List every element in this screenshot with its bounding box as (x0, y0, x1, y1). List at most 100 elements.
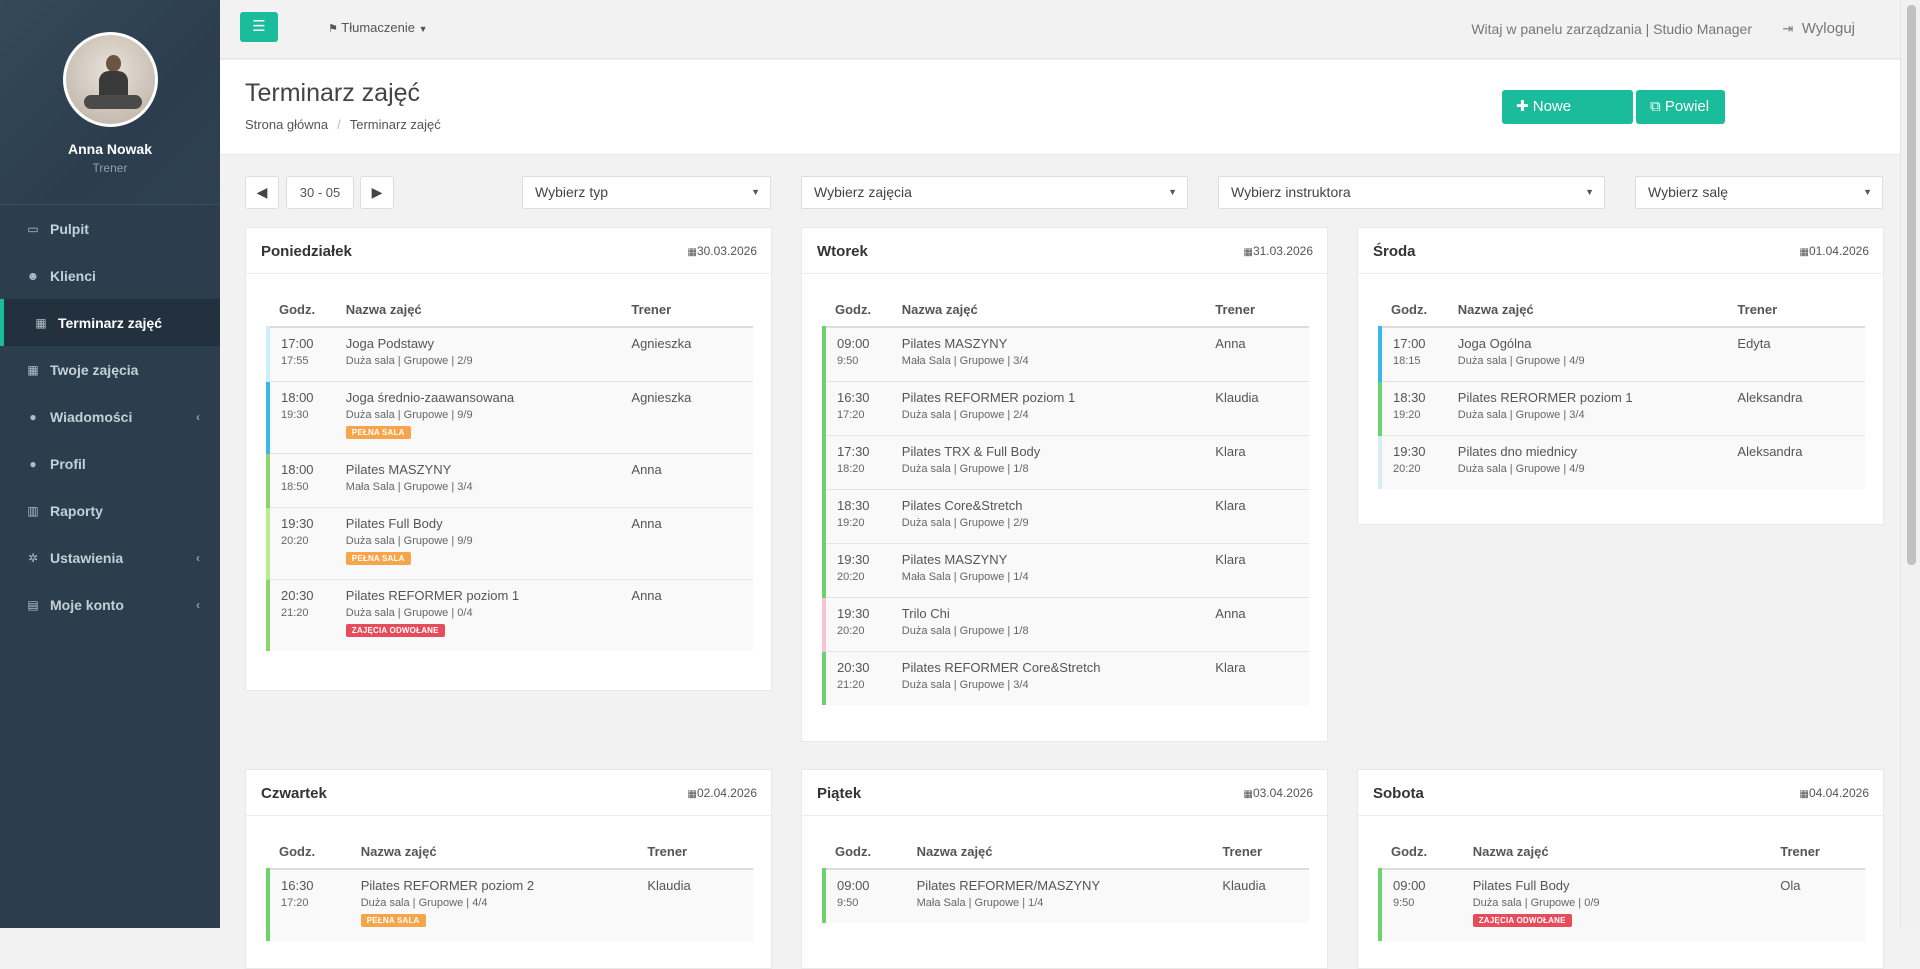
day-name: Sobota (1373, 785, 1424, 802)
type-select[interactable]: Wybierz typ ▼ (522, 176, 771, 209)
end-time: 9:50 (1393, 897, 1415, 909)
class-name[interactable]: Pilates REFORMER poziom 1 (345, 587, 520, 603)
sidebar-item-label: Raporty (50, 502, 103, 519)
class-name[interactable]: Pilates REFORMER/MASZYNY (916, 878, 1101, 893)
class-row[interactable]: 19:30 20:20 Trilo Chi Duża sala | Grupowe |… (822, 596, 1309, 651)
class-name[interactable]: Pilates dno miednicy (1457, 443, 1578, 459)
class-details: Duża sala | Grupowe | 9/9 (345, 534, 473, 547)
class-trainer: Anna (631, 506, 753, 579)
day-card: Czwartek ▦02.04.2026 Godz. Nazwa zajęć Trene… (245, 769, 772, 969)
breadcrumb-home[interactable]: Strona główna (245, 117, 329, 132)
day-date: ▦03.04.2026 (1243, 786, 1313, 800)
class-name[interactable]: Pilates Full Body (1472, 878, 1570, 893)
end-time: 20:20 (1393, 462, 1421, 475)
col-trainer: Trener (1780, 834, 1865, 870)
class-name[interactable]: Trilo Chi (901, 605, 950, 621)
class-trainer: Anna (631, 452, 753, 507)
logout-link[interactable]: ⇥ Wyloguj (1783, 20, 1855, 37)
plus-icon: ✚ (1516, 98, 1529, 115)
class-details: Duża sala | Grupowe | 1/8 (901, 462, 1029, 475)
class-row[interactable]: 19:30 20:20 Pilates MASZYNY Mała Sala | Gru… (822, 542, 1309, 597)
sidebar-item-2[interactable]: ▦ Terminarz zajęć (0, 299, 220, 346)
class-name[interactable]: Pilates Core&Stretch (901, 497, 1023, 513)
prev-week-button[interactable]: ◀ (245, 176, 279, 209)
class-name[interactable]: Pilates MASZYNY (901, 336, 1008, 351)
sidebar-item-5[interactable]: ● Profil (0, 440, 220, 487)
monitor-icon: ▭ (27, 221, 39, 236)
next-week-button[interactable]: ▶ (360, 176, 394, 209)
sidebar-item-6[interactable]: ▥ Raporty (0, 487, 220, 534)
class-details: Duża sala | Grupowe | 2/4 (901, 408, 1029, 421)
class-details: Duża sala | Grupowe | 4/4 (360, 897, 488, 909)
copy-button[interactable]: ⧉ Powiel (1636, 90, 1725, 124)
class-name[interactable]: Pilates RERORMER poziom 1 (1457, 389, 1633, 405)
hamburger-icon: ☰ (252, 18, 266, 35)
bar-chart-icon: ▥ (27, 503, 39, 518)
col-name: Nazwa zajęć (901, 292, 1216, 328)
class-details: Mała Sala | Grupowe | 1/4 (916, 897, 1044, 909)
class-time: 18:00 18:50 (266, 452, 346, 507)
class-name[interactable]: Pilates REFORMER poziom 2 (360, 878, 535, 893)
sidebar-item-7[interactable]: ✲ Ustawienia ‹ (0, 534, 220, 581)
end-time: 20:20 (837, 570, 865, 583)
start-time: 16:30 (281, 878, 314, 893)
class-row[interactable]: 16:30 17:20 Pilates REFORMER poziom 1 Duża … (822, 380, 1309, 435)
sidebar-item-label: Terminarz zajęć (58, 314, 163, 331)
col-trainer: Trener (647, 834, 753, 870)
class-name[interactable]: Joga Podstawy (345, 336, 434, 351)
col-trainer: Trener (1222, 834, 1309, 870)
sidebar-item-4[interactable]: ● Wiadomości ‹ (0, 393, 220, 440)
sidebar-item-1[interactable]: ☻ Klienci (0, 252, 220, 299)
start-time: 17:30 (837, 443, 870, 459)
col-name: Nazwa zajęć (916, 834, 1223, 870)
class-name[interactable]: Pilates REFORMER poziom 1 (901, 389, 1076, 405)
class-name[interactable]: Joga średnio-zaawansowana (345, 389, 515, 405)
class-row[interactable]: 17:00 18:15 Joga Ogólna Duża sala | Grupowe… (1378, 326, 1865, 381)
welcome-text: Witaj w panelu zarządzania | Studio Mana… (1471, 21, 1752, 37)
class-row[interactable]: 17:30 18:20 Pilates TRX & Full Body Duża sa… (822, 434, 1309, 489)
class-row[interactable]: 20:30 21:20 Pilates REFORMER Core&Stretch D… (822, 650, 1309, 705)
class-name[interactable]: Pilates MASZYNY (345, 461, 452, 477)
class-row[interactable]: 19:30 20:20 Pilates dno miednicy Duża sala … (1378, 434, 1865, 489)
class-row[interactable]: 18:30 19:20 Pilates RERORMER poziom 1 Duża … (1378, 380, 1865, 435)
room-select[interactable]: Wybierz salę ▼ (1635, 176, 1883, 209)
class-row[interactable]: 18:00 18:50 Pilates MASZYNY Mała Sala | Gru… (266, 452, 753, 507)
class-row[interactable]: 20:30 21:20 Pilates REFORMER poziom 1 Duża … (266, 578, 753, 651)
new-class-button[interactable]: ✚ Nowe zajęcia (1502, 90, 1633, 149)
class-time: 18:30 19:20 (822, 488, 902, 543)
class-row[interactable]: 16:30 17:20 Pilates REFORMER poziom 2 Duża … (266, 868, 753, 941)
class-row[interactable]: 09:00 9:50 Pilates REFORMER/MASZYNY Mała Sa… (822, 868, 1309, 923)
classes-select[interactable]: Wybierz zajęcia ▼ (801, 176, 1188, 209)
sidebar-item-0[interactable]: ▭ Pulpit (0, 205, 220, 252)
class-info: Pilates Core&Stretch Duża sala | Grupowe … (901, 488, 1216, 543)
class-row[interactable]: 19:30 20:20 Pilates Full Body Duża sala | G… (266, 506, 753, 579)
instructor-select[interactable]: Wybierz instruktora ▼ (1218, 176, 1605, 209)
scrollbar-thumb[interactable] (1907, 5, 1916, 565)
sidebar-item-8[interactable]: ▤ Moje konto ‹ (0, 581, 220, 628)
end-time: 18:20 (837, 462, 865, 475)
menu-toggle-button[interactable]: ☰ (240, 12, 278, 42)
class-row[interactable]: 18:30 19:20 Pilates Core&Stretch Duża sala … (822, 488, 1309, 543)
class-trainer: Anna (1215, 596, 1309, 651)
sidebar-item-label: Profil (50, 455, 86, 472)
instructor-select-value: Wybierz instruktora (1231, 184, 1351, 200)
class-row[interactable]: 17:00 17:55 Joga Podstawy Duża sala | Grupo… (266, 326, 753, 381)
class-name[interactable]: Pilates Full Body (345, 515, 443, 531)
class-name[interactable]: Pilates MASZYNY (901, 551, 1008, 567)
end-time: 18:15 (1393, 355, 1421, 367)
class-details: Duża sala | Grupowe | 3/4 (901, 678, 1029, 691)
sidebar-item-label: Ustawienia (50, 549, 124, 566)
chevron-left-icon: ‹ (196, 550, 200, 565)
class-name[interactable]: Pilates REFORMER Core&Stretch (901, 659, 1101, 675)
avatar[interactable] (62, 32, 158, 127)
class-time: 16:30 17:20 (822, 380, 902, 435)
class-row[interactable]: 09:00 9:50 Pilates Full Body Duża sala | Gr… (1378, 868, 1865, 941)
class-row[interactable]: 09:00 9:50 Pilates MASZYNY Mała Sala | Grup… (822, 326, 1309, 381)
class-trainer: Edyta (1737, 326, 1865, 381)
class-row[interactable]: 18:00 19:30 Joga średnio-zaawansowana Duża … (266, 380, 753, 453)
language-dropdown[interactable]: ⚑ Tłumaczenie ▼ (328, 20, 428, 35)
class-name[interactable]: Pilates TRX & Full Body (901, 443, 1041, 459)
class-name[interactable]: Joga Ogólna (1457, 336, 1532, 351)
sidebar-item-3[interactable]: ▦ Twoje zajęcia (0, 346, 220, 393)
page-scrollbar[interactable] (1900, 0, 1920, 928)
